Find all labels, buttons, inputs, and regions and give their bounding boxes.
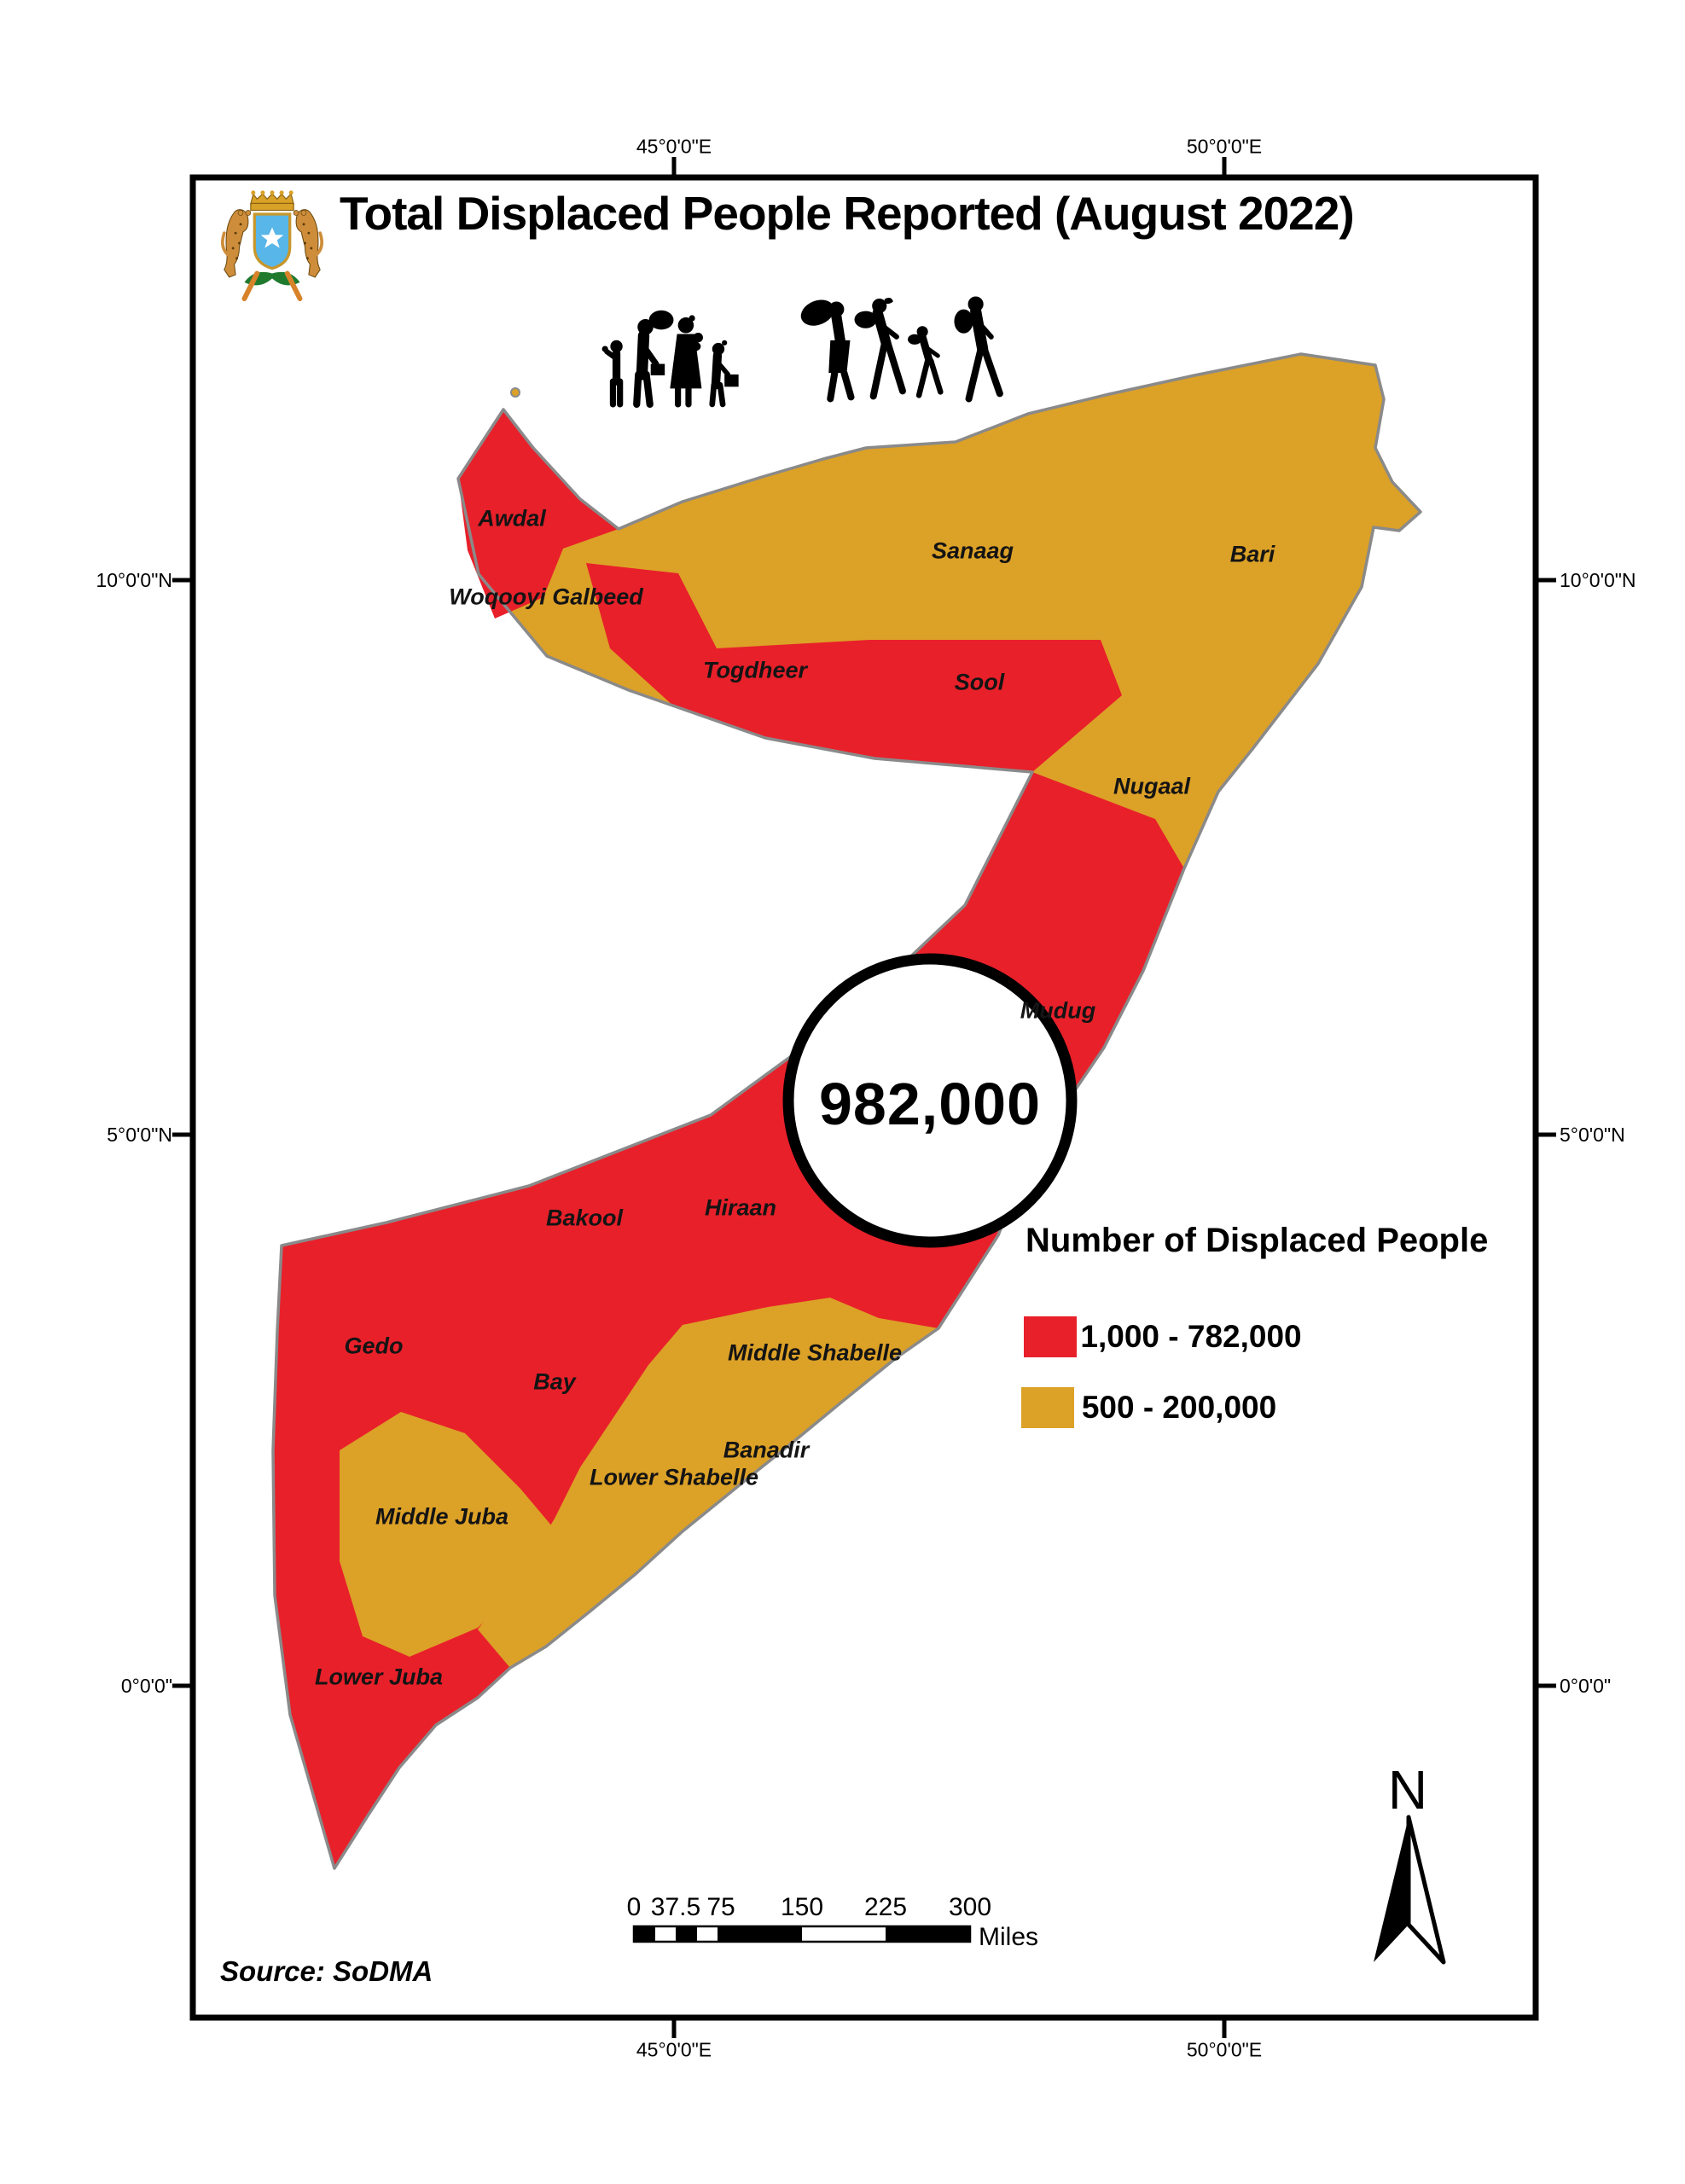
region-middle-juba-polygon (340, 1412, 561, 1657)
latitude-label-left-5n: 5°0'0"N (107, 1124, 172, 1146)
legend-swatch-orange (1021, 1387, 1074, 1428)
scale-tick-150: 150 (780, 1893, 824, 1921)
scale-tick-225: 225 (863, 1893, 908, 1921)
wreath-icon (241, 270, 303, 302)
scale-tick-75: 75 (706, 1893, 735, 1921)
scale-tick-0: 0 (626, 1893, 642, 1921)
region-label-bakool: Bakool (545, 1205, 624, 1231)
region-label-mudug: Mudug (1020, 997, 1096, 1024)
region-label-togdheer: Togdheer (702, 657, 808, 683)
scale-tick-300: 300 (948, 1893, 992, 1921)
region-label-hiraan: Hiraan (704, 1194, 777, 1221)
region-label-sool: Sool (954, 669, 1005, 695)
region-label-lower-juba: Lower Juba (314, 1664, 444, 1690)
latitude-label-left-0: 0°0'0" (120, 1675, 172, 1697)
total-callout-circle (782, 953, 1078, 1248)
region-label-sanaag: Sanaag (931, 537, 1014, 564)
region-label-middle-juba: Middle Juba (375, 1503, 509, 1530)
latitude-label-right-5n: 5°0'0"N (1560, 1124, 1625, 1146)
crown-icon (250, 190, 294, 212)
longitude-label-top-50e: 50°0'0"E (1186, 135, 1263, 158)
region-label-banadir: Banadir (723, 1437, 810, 1463)
legend-label-orange: 500 - 200,000 (1081, 1390, 1277, 1425)
leopard-left-icon (221, 209, 252, 278)
map-frame (189, 174, 1539, 2021)
scale-unit-label: Miles (979, 1923, 1039, 1951)
page-title: Total Displaced People Reported (August … (340, 187, 1355, 240)
region-label-bay: Bay (533, 1368, 576, 1395)
graticule-ticks (172, 157, 1556, 2038)
region-label-bari: Bari (1229, 541, 1275, 567)
north-arrow-label: N (1387, 1759, 1428, 1821)
longitude-label-bottom-45e: 45°0'0"E (636, 2038, 712, 2061)
walking-refugees-icon (800, 296, 1003, 403)
shield-icon (253, 212, 292, 270)
leopard-right-icon (293, 209, 323, 278)
region-label-woqooyi-galbeed: Woqooyi Galbeed (449, 584, 643, 610)
legend-title: Number of Displaced People (1026, 1222, 1489, 1259)
scale-bar (632, 1925, 972, 1943)
total-displaced-count: 982,000 (818, 1071, 1042, 1137)
scale-tick-37-5: 37.5 (650, 1893, 701, 1921)
coastline-outline (271, 352, 1422, 1870)
region-togdheer-sool-polygon (586, 563, 1122, 772)
source-attribution: Source: SoDMA (220, 1955, 433, 1987)
star-icon (260, 227, 284, 248)
latitude-label-right-0: 0°0'0" (1560, 1675, 1612, 1697)
region-label-lower-shabelle: Lower Shabelle (589, 1464, 759, 1490)
displaced-family-icon (601, 310, 739, 409)
legend-label-red: 1,000 - 782,000 (1080, 1319, 1302, 1354)
region-awdal-polygon (458, 410, 619, 619)
islet-nw (510, 387, 520, 398)
latitude-label-left-10n: 10°0'0"N (96, 569, 172, 591)
north-arrow-icon (1374, 1815, 1446, 1965)
region-shabelle-coastal-polygon (478, 1298, 938, 1668)
region-label-gedo: Gedo (344, 1333, 404, 1359)
latitude-label-right-10n: 10°0'0"N (1560, 569, 1636, 591)
legend-swatch-red (1024, 1316, 1077, 1357)
region-label-nugaal: Nugaal (1113, 773, 1191, 799)
longitude-label-bottom-50e: 50°0'0"E (1186, 2038, 1263, 2061)
region-label-middle-shabelle: Middle Shabelle (727, 1339, 903, 1366)
region-label-awdal: Awdal (478, 505, 546, 531)
longitude-label-top-45e: 45°0'0"E (636, 135, 712, 158)
somalia-coat-of-arms-logo (221, 190, 323, 302)
